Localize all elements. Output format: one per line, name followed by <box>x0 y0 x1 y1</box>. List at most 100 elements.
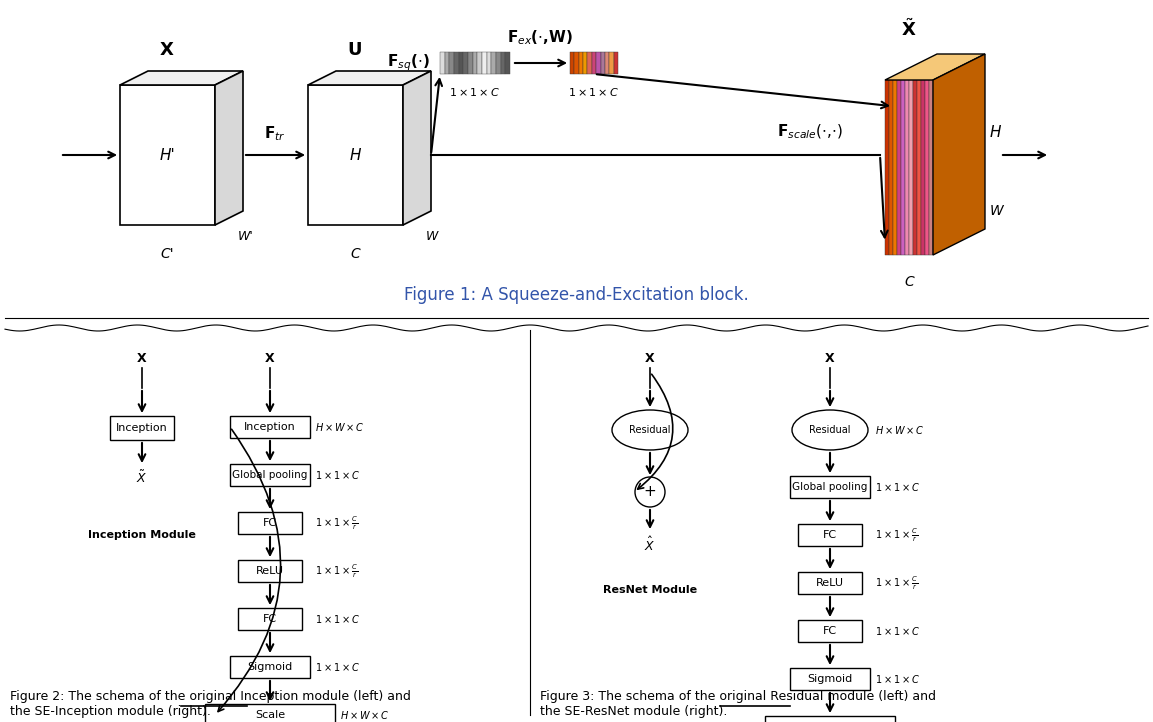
Polygon shape <box>905 80 909 255</box>
Text: Figure 2: The schema of the original Inception module (left) and
the SE-Inceptio: Figure 2: The schema of the original Inc… <box>10 690 410 718</box>
Text: Figure 1: A Squeeze-and-Excitation block.: Figure 1: A Squeeze-and-Excitation block… <box>404 286 748 304</box>
Text: FC: FC <box>823 530 837 540</box>
Text: ReLU: ReLU <box>816 578 844 588</box>
FancyBboxPatch shape <box>764 716 895 722</box>
FancyBboxPatch shape <box>798 620 862 642</box>
Polygon shape <box>900 80 905 255</box>
Polygon shape <box>570 52 574 74</box>
Polygon shape <box>886 80 889 255</box>
Text: Sigmoid: Sigmoid <box>248 662 293 672</box>
Text: X: X <box>826 352 835 365</box>
Polygon shape <box>120 85 214 225</box>
Text: C: C <box>904 275 914 289</box>
FancyBboxPatch shape <box>238 608 302 630</box>
Polygon shape <box>496 52 500 74</box>
Text: Inception Module: Inception Module <box>88 530 196 540</box>
FancyBboxPatch shape <box>798 524 862 546</box>
Text: $\mathbf{F}_{scale}$($\cdot$,$\cdot$): $\mathbf{F}_{scale}$($\cdot$,$\cdot$) <box>777 123 843 141</box>
FancyBboxPatch shape <box>238 512 302 534</box>
Text: $1\times1\times\frac{C}{r}$: $1\times1\times\frac{C}{r}$ <box>315 562 359 580</box>
Text: $1\times1\times C$: $1\times1\times C$ <box>450 86 500 98</box>
FancyBboxPatch shape <box>229 656 310 678</box>
FancyBboxPatch shape <box>790 476 871 498</box>
FancyBboxPatch shape <box>238 560 302 582</box>
Polygon shape <box>308 85 404 225</box>
Polygon shape <box>120 71 243 85</box>
Polygon shape <box>609 52 613 74</box>
Text: $\mathbf{F}_{ex}$($\cdot$,W): $\mathbf{F}_{ex}$($\cdot$,W) <box>507 28 573 47</box>
Text: Global pooling: Global pooling <box>792 482 868 492</box>
Text: Figure 3: The schema of the original Residual module (left) and
the SE-ResNet mo: Figure 3: The schema of the original Res… <box>540 690 936 718</box>
Polygon shape <box>505 52 510 74</box>
FancyBboxPatch shape <box>798 572 862 594</box>
Polygon shape <box>445 52 450 74</box>
Text: $1\times1\times C$: $1\times1\times C$ <box>568 86 619 98</box>
Polygon shape <box>921 80 925 255</box>
Text: W: W <box>425 230 438 243</box>
Polygon shape <box>889 80 894 255</box>
Text: X: X <box>646 352 655 365</box>
Text: Inception: Inception <box>116 423 168 433</box>
Polygon shape <box>909 80 913 255</box>
Text: FC: FC <box>823 626 837 636</box>
Text: $H\times W\times C$: $H\times W\times C$ <box>875 424 925 436</box>
Polygon shape <box>574 52 579 74</box>
Text: $H\times W\times C$: $H\times W\times C$ <box>340 709 390 721</box>
Text: $1\times1\times\frac{C}{r}$: $1\times1\times\frac{C}{r}$ <box>875 574 918 592</box>
Polygon shape <box>925 80 929 255</box>
Polygon shape <box>886 54 985 80</box>
Polygon shape <box>468 52 473 74</box>
Text: $H\times W\times C$: $H\times W\times C$ <box>315 421 364 433</box>
Text: $1\times1\times\frac{C}{r}$: $1\times1\times\frac{C}{r}$ <box>875 526 918 544</box>
Polygon shape <box>929 80 933 255</box>
FancyBboxPatch shape <box>110 416 174 440</box>
Text: $H\times W\times C$: $H\times W\times C$ <box>900 721 950 722</box>
Polygon shape <box>605 52 609 74</box>
Text: +: + <box>643 484 656 500</box>
Polygon shape <box>601 52 605 74</box>
Text: $1\times1\times C$: $1\times1\times C$ <box>315 613 360 625</box>
Text: Residual: Residual <box>630 425 671 435</box>
Text: $1\times1\times C$: $1\times1\times C$ <box>315 469 360 481</box>
Text: ResNet Module: ResNet Module <box>603 585 698 595</box>
Polygon shape <box>308 71 431 85</box>
Text: $\tilde{\mathbf{X}}$: $\tilde{\mathbf{X}}$ <box>902 19 917 40</box>
Polygon shape <box>482 52 487 74</box>
Polygon shape <box>464 52 468 74</box>
FancyBboxPatch shape <box>205 704 336 722</box>
Text: X: X <box>160 41 174 59</box>
FancyBboxPatch shape <box>229 416 310 438</box>
Ellipse shape <box>612 410 688 450</box>
Polygon shape <box>454 52 459 74</box>
Polygon shape <box>591 52 596 74</box>
Text: $1\times1\times C$: $1\times1\times C$ <box>875 481 920 493</box>
Polygon shape <box>404 71 431 225</box>
Text: C: C <box>351 247 360 261</box>
Text: ReLU: ReLU <box>256 566 284 576</box>
Text: Inception: Inception <box>244 422 296 432</box>
Polygon shape <box>917 80 921 255</box>
Ellipse shape <box>792 410 868 450</box>
Text: C': C' <box>160 247 174 261</box>
Text: U: U <box>348 41 362 59</box>
Text: Sigmoid: Sigmoid <box>807 674 852 684</box>
Text: $\mathbf{F}_{tr}$: $\mathbf{F}_{tr}$ <box>264 124 286 143</box>
Text: W: W <box>990 204 1004 218</box>
FancyBboxPatch shape <box>790 668 871 690</box>
Text: Global pooling: Global pooling <box>232 470 308 480</box>
Polygon shape <box>491 52 496 74</box>
Text: X: X <box>137 352 146 365</box>
Text: $\mathbf{F}_{sq}$($\cdot$): $\mathbf{F}_{sq}$($\cdot$) <box>387 53 430 74</box>
Text: H: H <box>349 147 361 162</box>
Text: $1\times1\times C$: $1\times1\times C$ <box>875 673 920 685</box>
Polygon shape <box>933 54 985 255</box>
Polygon shape <box>897 80 900 255</box>
Polygon shape <box>440 52 445 74</box>
Text: $\hat{X}$: $\hat{X}$ <box>645 536 656 554</box>
Polygon shape <box>596 52 601 74</box>
Text: H': H' <box>159 147 175 162</box>
Polygon shape <box>588 52 591 74</box>
Text: Residual: Residual <box>809 425 851 435</box>
Polygon shape <box>579 52 583 74</box>
Text: X: X <box>265 352 274 365</box>
